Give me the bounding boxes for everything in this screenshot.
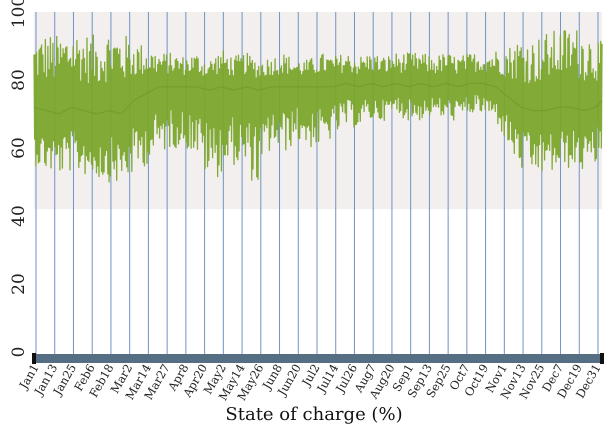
x-axis-bar bbox=[34, 354, 602, 363]
x-axis-end-cap bbox=[600, 353, 604, 364]
series-soc bbox=[33, 30, 603, 183]
x-axis-title: State of charge (%) bbox=[225, 404, 402, 425]
y-tick-label-20: 20 bbox=[9, 273, 29, 295]
series-mean-line bbox=[33, 82, 603, 115]
y-tick-label-0: 0 bbox=[9, 347, 29, 358]
series-line bbox=[33, 30, 603, 183]
y-tick-label-40: 40 bbox=[9, 205, 29, 227]
y-tick-label-60: 60 bbox=[9, 137, 29, 159]
y-tick-label-80: 80 bbox=[9, 69, 29, 91]
x-axis-start-cap bbox=[32, 353, 36, 364]
y-axis-ticks: 0 20 40 60 80 100 bbox=[9, 0, 29, 357]
x-axis bbox=[32, 353, 604, 364]
x-axis-ticks: Jan1Jan13Jan25Feb6Feb18Mar2Mar14Mar27Apr… bbox=[16, 362, 604, 403]
y-tick-label-100: 100 bbox=[9, 0, 29, 28]
